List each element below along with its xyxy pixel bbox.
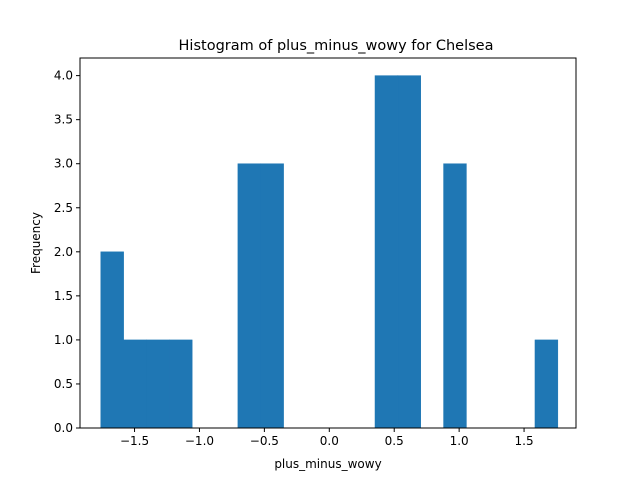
x-tick-label: −1.0 [185, 434, 214, 448]
x-tick-label: −0.5 [250, 434, 279, 448]
histogram-bar-19 [534, 339, 559, 429]
y-tick-label: 0.0 [54, 421, 73, 435]
chart-title: Histogram of plus_minus_wowy for Chelsea [179, 38, 494, 54]
y-tick-label: 2.0 [54, 245, 73, 259]
y-tick-label: 3.5 [54, 113, 73, 127]
histogram-bar-15 [443, 163, 467, 429]
y-tick-label: 2.5 [54, 201, 73, 215]
y-tick-label: 4.0 [54, 69, 73, 83]
histogram-bar-0 [100, 251, 124, 429]
x-tick-label: −1.5 [120, 434, 149, 448]
x-axis: −1.5 −1.0 −0.5 0.0 0.5 1.0 1.5 [120, 428, 534, 448]
histogram-bars [100, 75, 559, 429]
x-tick-label: 0.0 [320, 434, 339, 448]
histogram-bar-13 [397, 75, 421, 429]
histogram-bar-2 [146, 339, 170, 429]
y-axis-label: Frequency [29, 212, 43, 274]
x-axis-label: plus_minus_wowy [274, 457, 381, 471]
histogram-bar-12 [374, 75, 399, 429]
y-axis: 0.0 0.5 1.0 1.5 2.0 2.5 3.0 3.5 4.0 [54, 69, 80, 435]
y-tick-label: 1.0 [54, 333, 73, 347]
histogram-bar-7 [260, 163, 284, 429]
x-tick-label: 1.5 [515, 434, 534, 448]
histogram-bar-3 [169, 339, 193, 429]
histogram-bar-1 [123, 339, 147, 429]
histogram-bar-6 [237, 163, 261, 429]
y-tick-label: 1.5 [54, 289, 73, 303]
y-tick-label: 0.5 [54, 377, 73, 391]
x-tick-label: 0.5 [385, 434, 404, 448]
y-tick-label: 3.0 [54, 157, 73, 171]
plot-frame [79, 57, 577, 429]
x-tick-label: 1.0 [450, 434, 469, 448]
